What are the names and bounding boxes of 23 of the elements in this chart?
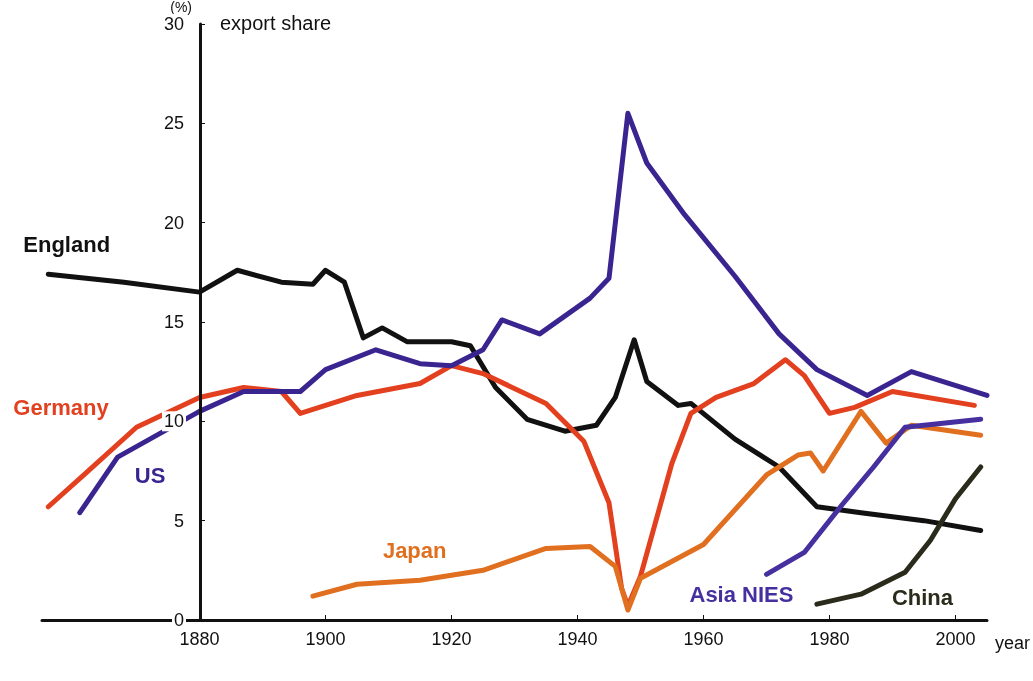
series-label: US [134,463,166,489]
y-tick-label: 25 [163,113,184,134]
y-tick-label: 20 [163,212,184,233]
x-tick-label: 1980 [809,629,850,649]
x-tick-label: 1920 [431,629,472,649]
series-label: England [23,231,111,257]
y-tick-label: 15 [163,311,184,332]
series-label: Asia NIES [689,581,794,607]
y-tick-label: 30 [163,13,184,34]
y-tick-label: 5 [173,510,184,531]
y-axis-title: (%) [170,0,192,15]
series-label: Japan [382,537,447,563]
x-tick-label: 1940 [557,629,598,649]
x-tick-label: 2000 [935,629,976,649]
x-tick-label: 1900 [305,629,346,649]
y-tick-label: 0 [173,610,184,630]
x-tick-label: 1960 [683,629,724,649]
x-axis-title: year [994,633,1031,653]
x-tick-label: 1880 [179,629,220,649]
series-label: China [891,584,954,610]
chart-title: export share [220,12,332,34]
y-tick-label: 10 [163,411,184,432]
series-label: Germany [13,395,110,421]
